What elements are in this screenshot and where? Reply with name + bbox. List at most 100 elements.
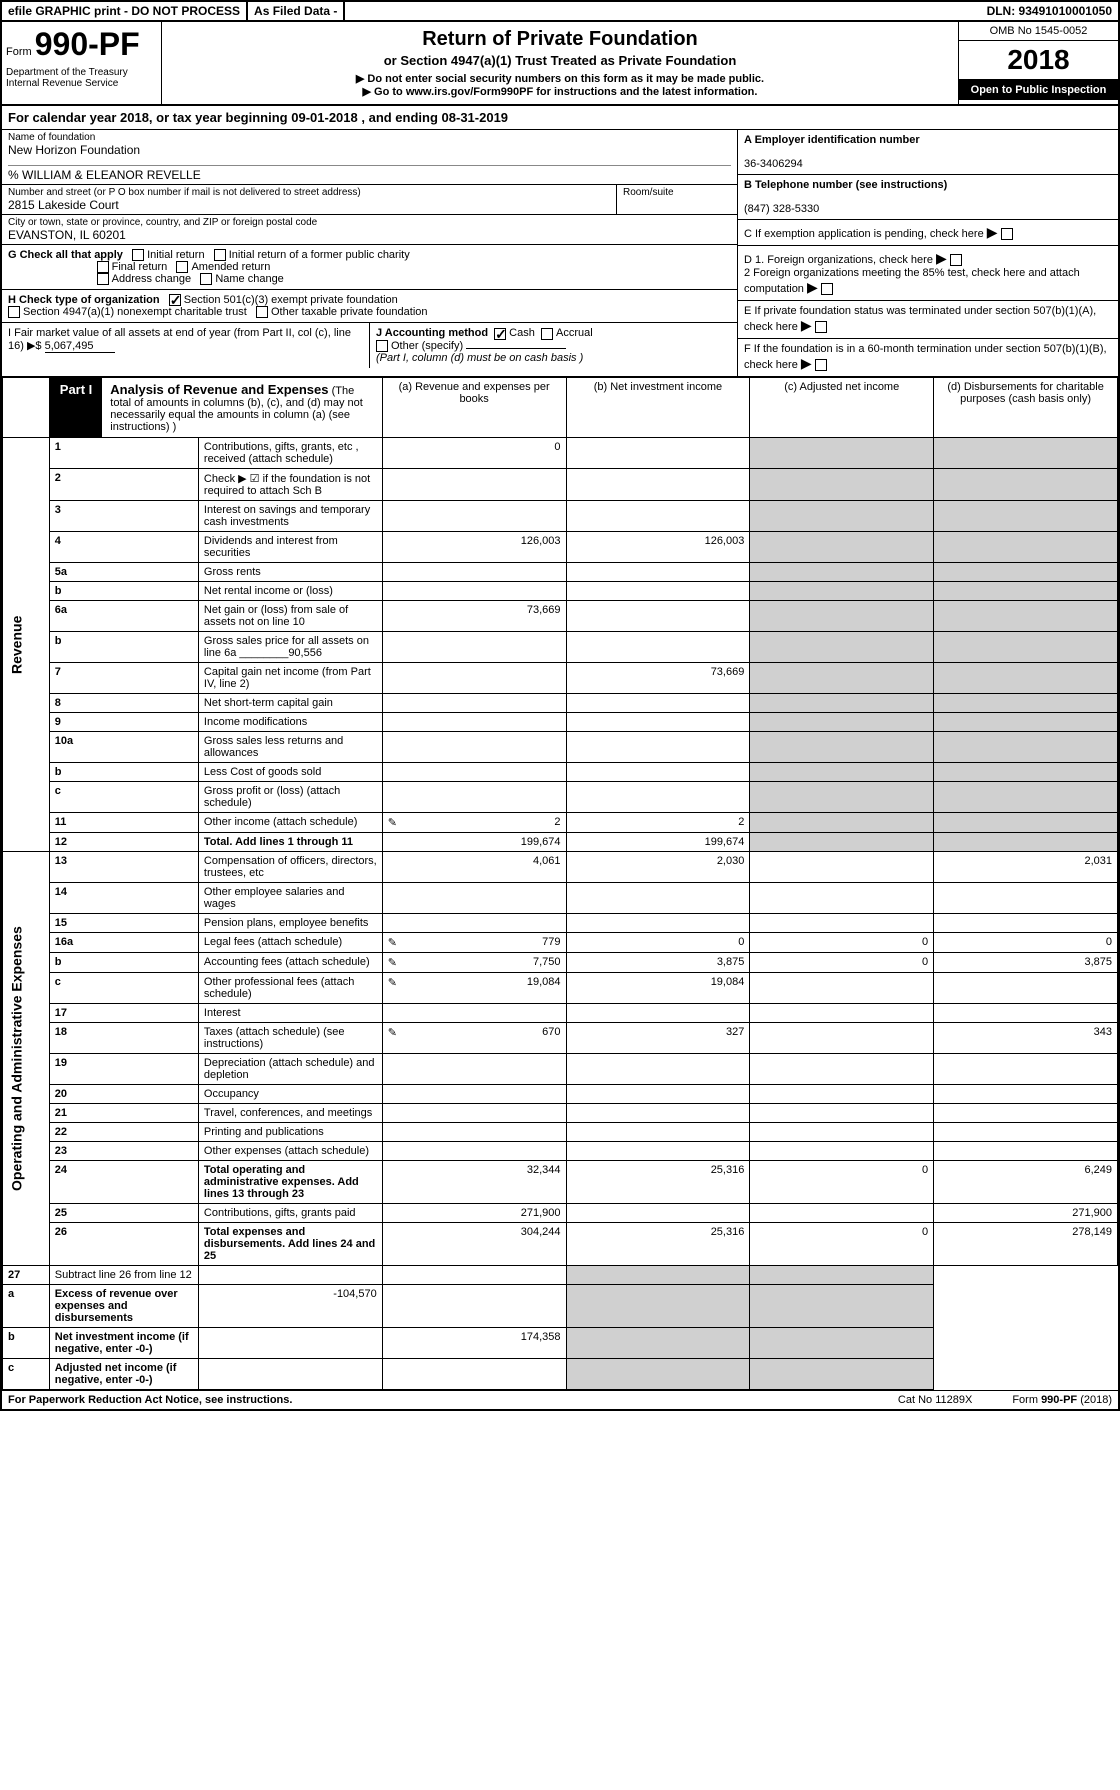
amount-cell — [934, 532, 1118, 563]
c-lbl: C If exemption application is pending, c… — [744, 228, 984, 240]
line-desc: Total expenses and disbursements. Add li… — [198, 1223, 382, 1266]
amount-cell: 304,244 — [382, 1223, 566, 1266]
attachment-icon[interactable]: ✎ — [388, 816, 397, 829]
form-warning: ▶ Do not enter social security numbers o… — [168, 72, 952, 85]
amount-cell — [566, 469, 750, 501]
cb-e[interactable] — [815, 321, 827, 333]
line-number: 19 — [49, 1054, 198, 1085]
table-row: bAccounting fees (attach schedule)✎7,750… — [3, 953, 1118, 973]
e-lbl: E If private foundation status was termi… — [744, 305, 1096, 333]
f-lbl: F If the foundation is in a 60-month ter… — [744, 343, 1107, 371]
cb-initial-former[interactable] — [214, 249, 226, 261]
attachment-icon[interactable]: ✎ — [388, 936, 397, 949]
line-number: 18 — [49, 1023, 198, 1054]
attachment-icon[interactable]: ✎ — [388, 956, 397, 969]
amount-cell — [198, 1328, 382, 1359]
line-desc: Occupancy — [198, 1085, 382, 1104]
cb-accrual[interactable] — [541, 328, 553, 340]
table-row: 15Pension plans, employee benefits — [3, 914, 1118, 933]
amount-cell: 2,030 — [566, 852, 750, 883]
form-page: efile GRAPHIC print - DO NOT PROCESS As … — [0, 0, 1120, 1411]
cal-begin: 09-01-2018 — [291, 110, 358, 125]
table-row: 25Contributions, gifts, grants paid271,9… — [3, 1204, 1118, 1223]
cb-address[interactable] — [97, 273, 109, 285]
amount-cell — [934, 694, 1118, 713]
line-number: 11 — [49, 813, 198, 833]
cb-f[interactable] — [815, 359, 827, 371]
b-lbl: B Telephone number (see instructions) — [744, 179, 947, 191]
amount-cell — [750, 632, 934, 663]
line-number: 13 — [49, 852, 198, 883]
amount-cell: ✎2 — [382, 813, 566, 833]
cb-amended[interactable] — [176, 261, 188, 273]
cb-initial[interactable] — [132, 249, 144, 261]
section-j: J Accounting method Cash Accrual Other (… — [370, 323, 737, 367]
amount-cell — [750, 563, 934, 582]
calendar-year-row: For calendar year 2018, or tax year begi… — [2, 104, 1118, 129]
amount-cell: 126,003 — [382, 532, 566, 563]
topbar: efile GRAPHIC print - DO NOT PROCESS As … — [2, 2, 1118, 22]
form-title: Return of Private Foundation — [168, 28, 952, 51]
line-number: 21 — [49, 1104, 198, 1123]
amount-cell — [750, 833, 934, 852]
table-row: 7Capital gain net income (from Part IV, … — [3, 663, 1118, 694]
amount-cell: 19,084 — [566, 973, 750, 1004]
table-row: 22Printing and publications — [3, 1123, 1118, 1142]
amount-cell: 327 — [566, 1023, 750, 1054]
cb-c[interactable] — [1001, 228, 1013, 240]
amount-cell — [934, 1104, 1118, 1123]
line-desc: Total. Add lines 1 through 11 — [198, 833, 382, 852]
amount-cell — [750, 883, 934, 914]
tax-year: 2018 — [959, 41, 1118, 80]
table-row: cAdjusted net income (if negative, enter… — [3, 1359, 1118, 1390]
table-row: 14Other employee salaries and wages — [3, 883, 1118, 914]
header-right: OMB No 1545-0052 2018 Open to Public Ins… — [958, 22, 1118, 104]
table-row: 24Total operating and administrative exp… — [3, 1161, 1118, 1204]
amount-cell — [566, 1285, 750, 1328]
col-d-hdr: (d) Disbursements for charitable purpose… — [934, 377, 1118, 438]
col-b-hdr: (b) Net investment income — [566, 377, 750, 438]
cb-other-acct[interactable] — [376, 340, 388, 352]
line-desc: Dividends and interest from securities — [198, 532, 382, 563]
attachment-icon[interactable]: ✎ — [388, 976, 397, 989]
cb-501c3[interactable] — [169, 294, 181, 306]
amount-cell: ✎7,750 — [382, 953, 566, 973]
amount-cell — [382, 582, 566, 601]
line-number: b — [49, 632, 198, 663]
line-desc: Depreciation (attach schedule) and deple… — [198, 1054, 382, 1085]
cb-final[interactable] — [97, 261, 109, 273]
amount-cell — [934, 501, 1118, 532]
amount-cell — [566, 501, 750, 532]
amount-cell — [750, 694, 934, 713]
line-desc: Excess of revenue over expenses and disb… — [49, 1285, 198, 1328]
amount-cell: 271,900 — [934, 1204, 1118, 1223]
amount-cell — [750, 813, 934, 833]
addr: 2815 Lakeside Court — [8, 198, 610, 212]
amount-cell — [934, 763, 1118, 782]
line-desc: Net gain or (loss) from sale of assets n… — [198, 601, 382, 632]
amount-cell: ✎779 — [382, 933, 566, 953]
j-note: (Part I, column (d) must be on cash basi… — [376, 352, 583, 364]
amount-cell — [382, 1142, 566, 1161]
amount-cell — [934, 1004, 1118, 1023]
amount-cell: 0 — [934, 933, 1118, 953]
table-row: 4Dividends and interest from securities1… — [3, 532, 1118, 563]
cb-4947[interactable] — [8, 306, 20, 318]
line-desc: Check ▶ ☑ if the foundation is not requi… — [198, 469, 382, 501]
line-desc: Contributions, gifts, grants paid — [198, 1204, 382, 1223]
attachment-icon[interactable]: ✎ — [388, 1026, 397, 1039]
ein: 36-3406294 — [744, 158, 803, 170]
table-row: 6aNet gain or (loss) from sale of assets… — [3, 601, 1118, 632]
amount-cell — [566, 1328, 750, 1359]
cb-d2[interactable] — [821, 283, 833, 295]
table-row: 12Total. Add lines 1 through 11199,67419… — [3, 833, 1118, 852]
table-row: 9Income modifications — [3, 713, 1118, 732]
line-number: 5a — [49, 563, 198, 582]
form-prefix: Form — [6, 46, 32, 58]
cb-other-tax[interactable] — [256, 306, 268, 318]
cb-cash[interactable] — [494, 328, 506, 340]
cb-d1[interactable] — [950, 254, 962, 266]
cb-name[interactable] — [200, 273, 212, 285]
amount-cell — [750, 1266, 934, 1285]
form-subtitle: or Section 4947(a)(1) Trust Treated as P… — [168, 53, 952, 68]
